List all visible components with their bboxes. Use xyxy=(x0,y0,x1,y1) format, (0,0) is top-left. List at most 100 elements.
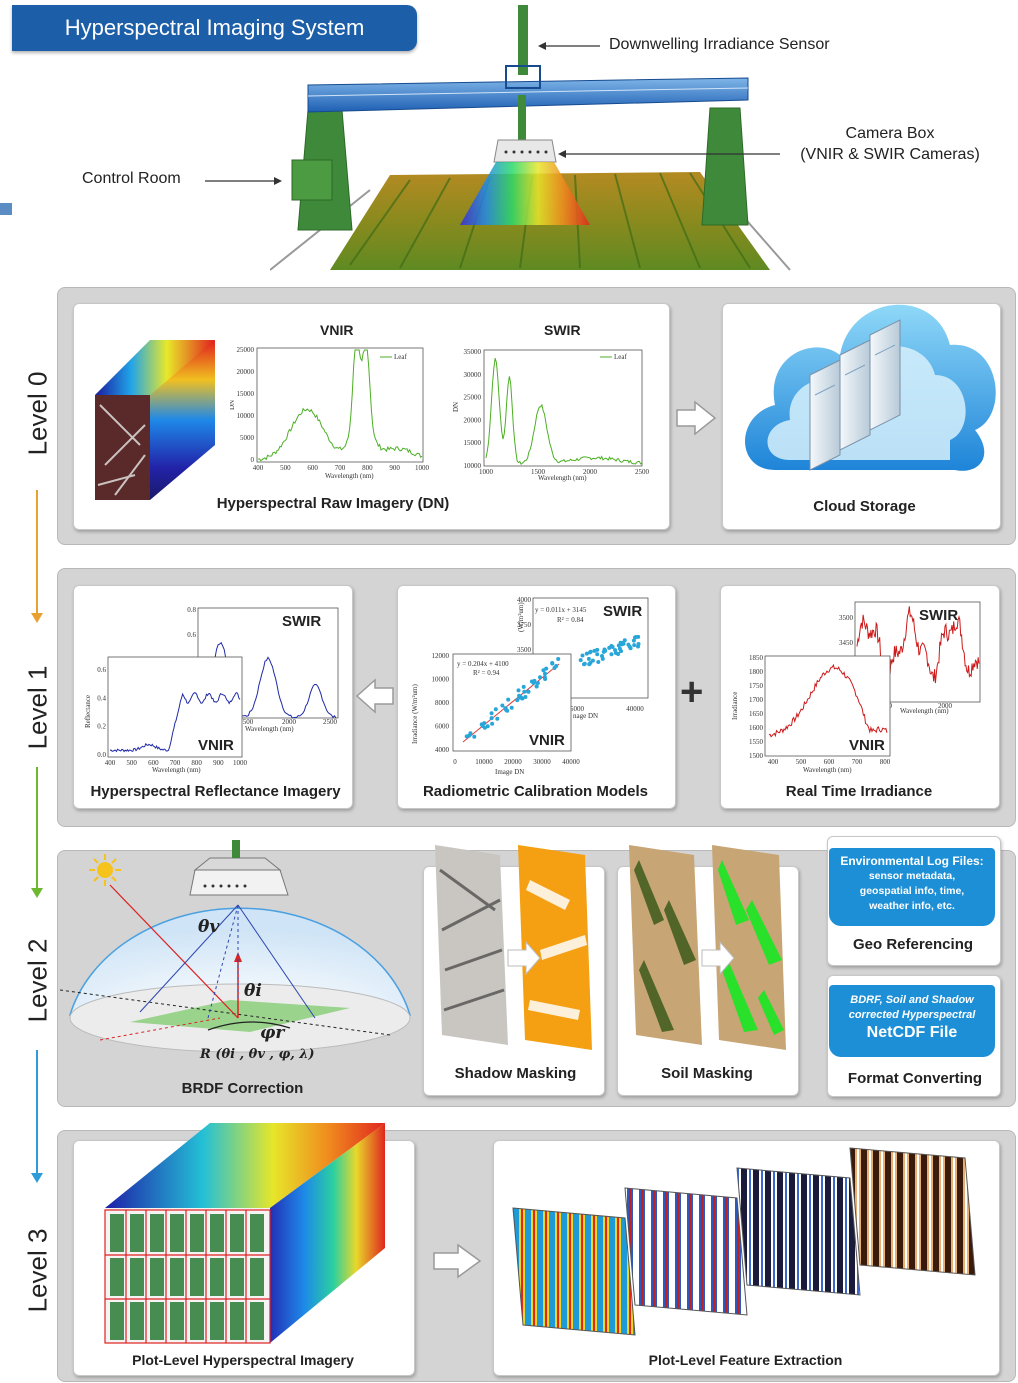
calibration-vnir-point xyxy=(542,675,547,680)
reflectance-x-tick: 900 xyxy=(213,759,224,767)
calibration-vnir-point xyxy=(523,695,528,699)
irradiance-x-tick: 600 xyxy=(824,758,835,766)
vnir-raw-legend: Leaf xyxy=(394,353,407,361)
reflectance-swir-y-tick: 0.8 xyxy=(187,606,196,614)
calibration-vnir-x-tick: 30000 xyxy=(533,758,551,766)
calibration-vnir-x-tick: 20000 xyxy=(504,758,522,766)
reflectance-x-tick: 700 xyxy=(170,759,181,767)
level-flow-arrows xyxy=(31,490,43,1183)
irradiance-swir-tag: SWIR xyxy=(919,607,958,624)
calibration-swir-point xyxy=(636,634,641,639)
vnir-raw-y-tick: 15000 xyxy=(237,390,255,398)
swir-raw-y-tick: 15000 xyxy=(464,439,482,447)
calibration-vnir-point xyxy=(509,705,514,710)
reflectance-swir-xlabel: Wavelength (nm) xyxy=(245,725,294,733)
irradiance-y-tick: 1500 xyxy=(749,752,764,760)
calibration-vnir-point xyxy=(526,689,531,694)
calibration-vnir-point xyxy=(468,731,473,736)
brdf-diagram: θv θi φr R (θi , θv , φ, λ) xyxy=(60,840,412,1062)
calibration-vnir-point xyxy=(489,716,494,721)
irradiance-chart: 3500 3450 1500 2000 SWIR Wavelength (nm) 18… xyxy=(731,601,981,774)
swir-raw-y-tick: 10000 xyxy=(464,462,482,470)
irradiance-x-tick: 400 xyxy=(768,758,779,766)
netcdf-folder: BDRF, Soil and Shadow corrected Hyperspe… xyxy=(829,985,995,1057)
phi-r-label: φr xyxy=(260,1023,285,1043)
env-log-title: Environmental Log Files: xyxy=(840,854,984,868)
vnir-raw-y-tick: 5000 xyxy=(240,434,255,442)
irradiance-caption: Real Time Irradiance xyxy=(785,783,933,800)
soil-masking-caption: Soil Masking xyxy=(661,1065,753,1082)
calibration-swir-x-tick: 5000 xyxy=(570,705,585,713)
swir-raw-legend: Leaf xyxy=(614,353,627,361)
calibration-vnir-x-tick: 40000 xyxy=(562,758,580,766)
plus-sign: + xyxy=(680,670,704,714)
reflectance-x-tick: 800 xyxy=(191,759,202,767)
callout-lines xyxy=(205,42,780,185)
irradiance-swir-y-tick: 3500 xyxy=(839,614,854,622)
swir-raw-y-tick: 30000 xyxy=(464,371,482,379)
calibration-swir-r2: R² = 0.84 xyxy=(557,616,584,624)
vnir-raw-title: VNIR xyxy=(320,322,354,338)
irradiance-vnir-tag: VNIR xyxy=(849,737,885,754)
level-0-label: Level 0 xyxy=(22,371,53,456)
calibration-swir-ylabel: (W/m²um) xyxy=(517,602,525,632)
irradiance-x-tick: 800 xyxy=(880,758,891,766)
calibration-vnir-point xyxy=(516,688,521,693)
irradiance-x-tick: 700 xyxy=(852,758,863,766)
calibration-vnir-x-tick: 10000 xyxy=(475,758,493,766)
level-3-label: Level 3 xyxy=(22,1228,53,1313)
calibration-swir-point xyxy=(582,661,587,666)
calibration-vnir-point xyxy=(517,694,522,699)
calibration-vnir-y-tick: 4000 xyxy=(435,746,450,754)
reflectance-x-tick: 400 xyxy=(105,759,116,767)
calibration-swir-y-tick: 3500 xyxy=(517,646,532,654)
arrow-to-cloud xyxy=(676,400,717,436)
swir-raw-xlabel: Wavelength (nm) xyxy=(538,474,587,482)
swir-raw-x-tick: 2500 xyxy=(635,468,650,476)
calibration-swir-point xyxy=(609,652,614,657)
calibration-swir-point xyxy=(632,643,637,648)
calibration-swir-tag: SWIR xyxy=(603,603,642,620)
reflectance-vnir-tag: VNIR xyxy=(198,737,234,754)
swir-raw-x-tick: 2000 xyxy=(583,468,598,476)
reflectance-swir-x-tick: 2500 xyxy=(323,718,338,726)
calibration-vnir-y-tick: 10000 xyxy=(432,676,450,684)
irradiance-x-tick: 500 xyxy=(796,758,807,766)
calibration-vnir-point xyxy=(521,684,526,689)
calibration-vnir-equation: y = 0.204x + 4100 xyxy=(457,660,509,668)
calibration-swir-point xyxy=(596,660,601,664)
calibration-swir-point xyxy=(592,648,597,653)
calibration-swir-point xyxy=(618,640,623,645)
swir-raw-ylabel: DN xyxy=(452,402,460,412)
reflectance-x-tick: 500 xyxy=(126,759,137,767)
swir-raw-x-tick: 1000 xyxy=(479,468,494,476)
reflectance-swir-y-tick: 0.6 xyxy=(187,631,196,639)
calibration-vnir-point xyxy=(515,698,520,703)
reflectance-ylabel: Reflectance xyxy=(84,695,92,728)
soil-masking-image xyxy=(629,845,786,1050)
callout-camera-box: Camera Box (VNIR & SWIR Cameras) xyxy=(790,123,990,165)
vnir-raw-x-tick: 1000 xyxy=(415,464,430,472)
irradiance-y-tick: 1800 xyxy=(749,668,764,676)
geo-referencing-caption: Geo Referencing xyxy=(852,936,974,953)
vnir-raw-y-tick: 25000 xyxy=(237,346,255,354)
calibration-swir-point xyxy=(617,646,622,651)
calibration-vnir-y-tick: 6000 xyxy=(435,723,450,731)
reflectance-chart: 0.8 0.6 500 2000 2500 SWIR Wavelength (nm) 0… xyxy=(84,606,339,774)
theta-v-label: θv xyxy=(198,917,220,937)
calibration-vnir-point xyxy=(529,679,534,684)
shadow-masking-image xyxy=(435,845,592,1050)
vnir-raw-x-tick: 800 xyxy=(362,464,373,472)
calibration-vnir-point xyxy=(490,721,495,726)
calibration-vnir-point xyxy=(504,707,509,712)
callout-camera-box-line1: Camera Box xyxy=(845,125,935,142)
calibration-vnir-point xyxy=(493,707,498,712)
swir-raw-x-tick: 1500 xyxy=(531,468,546,476)
calibration-swir-point xyxy=(578,658,583,663)
calibration-vnir-point xyxy=(550,661,555,666)
calibration-swir-point xyxy=(600,656,605,661)
vnir-raw-xlabel: Wavelength (nm) xyxy=(325,472,374,480)
calibration-caption: Radiometric Calibration Models xyxy=(422,783,649,800)
calibration-swir-point xyxy=(613,648,618,653)
